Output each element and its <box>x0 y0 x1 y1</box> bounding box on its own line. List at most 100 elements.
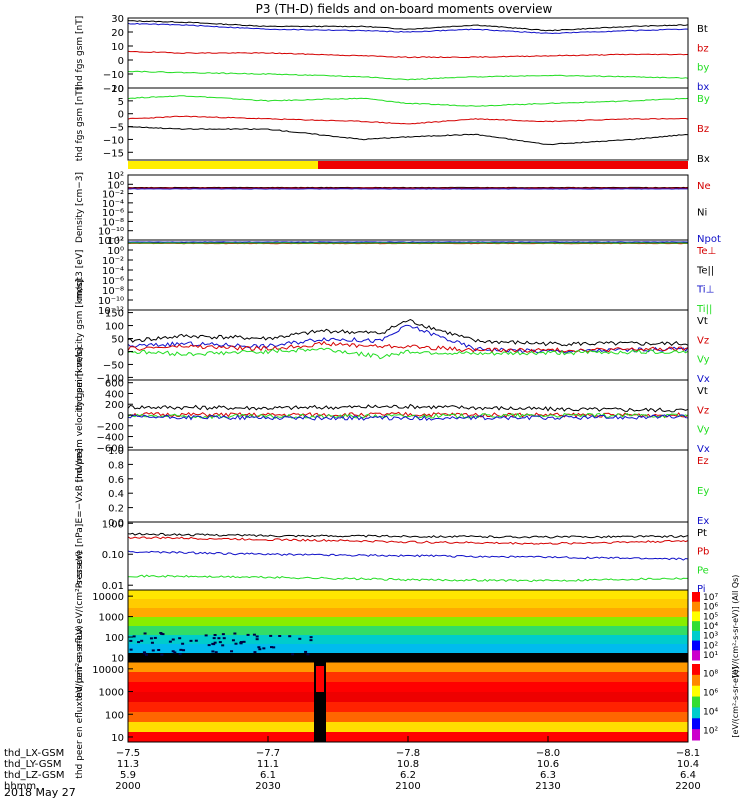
colorbar-segment <box>692 707 700 719</box>
colorbar-tick: 10⁷ <box>703 593 718 603</box>
y-tick-label: 100 <box>105 322 124 333</box>
legend-entry: Pb <box>697 547 709 558</box>
x-row-value: 2200 <box>675 781 700 792</box>
y-tick-label: 200 <box>105 400 124 411</box>
y-tick-label: 0 <box>118 56 124 67</box>
heatmap-speck <box>132 635 136 638</box>
series-line-Pe <box>128 574 688 583</box>
y-tick-label: 10⁻¹⁰ <box>98 227 124 238</box>
colorbar-tick: 10¹ <box>703 651 718 661</box>
colorbar-segment <box>692 611 700 622</box>
legend-entry: Ez <box>697 456 709 467</box>
legend-entry: Npot <box>697 234 721 245</box>
y-tick-label: 1.00 <box>102 519 124 530</box>
colorbar-segment <box>692 650 700 661</box>
heatmap-speck <box>304 650 308 653</box>
x-row-value: 2130 <box>535 781 560 792</box>
heatmap-speck <box>213 641 217 644</box>
series-line-Vz <box>127 340 689 354</box>
legend-entry: Ne <box>697 181 711 192</box>
legend-entry: Te⊥ <box>696 246 716 257</box>
heatmap-speck <box>179 648 183 651</box>
heatmap-band <box>128 635 688 645</box>
heatmap-speck <box>182 649 186 652</box>
panel-ylabel: thd peir en eflux eV/(cm²-s-sr-eV) <box>75 551 85 701</box>
y-tick-label: 1000 <box>99 613 124 624</box>
panel-frame <box>127 521 689 591</box>
y-tick-label: 0.4 <box>108 489 124 500</box>
heatmap-speck <box>143 652 147 655</box>
legend-entry: Pi <box>697 584 706 595</box>
y-tick-label: 150 <box>105 309 124 320</box>
heatmap-speck <box>129 648 133 651</box>
colorbar-segment <box>692 621 700 632</box>
heatmap-speck <box>309 639 313 642</box>
heatmap-speck <box>217 637 221 640</box>
x-axis: thd_LX-GSM −7.5 −7.7 −7.8 −8.0 −8.1 thd_LY-GSM… <box>4 736 701 792</box>
legend-entry: bz <box>697 43 709 54</box>
panel-9: thd peir en eflux eV/(cm²-s-sr-eV) 10⁷10⁶… <box>75 551 740 701</box>
y-tick-label: 50 <box>111 335 124 346</box>
panel-6: thd peem velocity gsm [km/s] 6004002000−2… <box>75 347 710 482</box>
heatmap-speck <box>252 633 256 636</box>
colorbar-label: [eV/(cm²-s-sr-eV)] (All Qs) <box>731 575 740 678</box>
panel-ylabel: Pressure [nPa] <box>75 524 85 589</box>
panel-ylabel: thd peim velocity gsm [km/s] <box>75 279 85 411</box>
heatmap-speck <box>151 649 155 652</box>
heatmap-band <box>128 617 688 627</box>
heatmap-speck <box>262 647 266 650</box>
colorbar-tick: 10⁶ <box>703 603 718 613</box>
y-tick-label: 0.10 <box>102 550 124 561</box>
y-tick-label: 10⁻¹⁰ <box>98 296 124 307</box>
y-tick-label: 10000 <box>92 665 124 676</box>
y-tick-label: 400 <box>105 389 124 400</box>
y-tick-label: 0.6 <box>108 475 124 486</box>
legend-entry: Pe <box>697 565 709 576</box>
heatmap-speck <box>137 641 141 644</box>
colorbar-segment <box>692 685 700 698</box>
y-tick-label: 10⁻⁶ <box>102 208 124 219</box>
colorbar-segment <box>692 674 700 687</box>
y-tick-label: 10 <box>111 42 124 53</box>
colorbar-segment <box>692 601 700 612</box>
y-tick-label: 100 <box>105 633 124 644</box>
legend-entry: Te|| <box>696 265 714 276</box>
panel-ylabel: thd peem velocity gsm [km/s] <box>75 347 85 482</box>
y-tick-label: 10⁻⁶ <box>102 276 124 287</box>
heatmap-speck <box>211 650 215 653</box>
series-line-Bz <box>127 115 689 125</box>
heatmap-speck <box>144 653 148 656</box>
colorbar-tick: 10⁴ <box>703 622 718 632</box>
y-tick-label: 10⁰ <box>107 246 124 257</box>
heatmap-speck <box>160 653 164 656</box>
heatmap-speck <box>159 632 163 635</box>
heatmap-speck <box>157 649 161 652</box>
heatmap-band <box>128 590 688 600</box>
x-row-value: 2000 <box>115 781 140 792</box>
panel-frame <box>127 87 689 161</box>
heatmap-speck <box>291 653 295 656</box>
x-row-value: 6.2 <box>400 770 416 781</box>
y-tick-label: 10⁻¹² <box>98 306 124 317</box>
series-line-Pi <box>127 550 689 561</box>
y-tick-label: −20 <box>103 84 124 95</box>
panel-ylabel: thd fgs gsm [nT] <box>75 87 85 162</box>
legend-entry: Vt <box>697 386 708 397</box>
y-tick-label: 10⁻⁴ <box>102 266 124 277</box>
heatmap-speck <box>178 653 182 656</box>
colorbar-tick: 10³ <box>703 632 718 642</box>
heatmap-band <box>128 692 688 703</box>
panel-ylabel: thd peer en eflux eV/(cm²-s-sr-eV) <box>75 625 85 778</box>
x-row-value: −7.5 <box>116 748 140 759</box>
heatmap-band <box>128 644 688 654</box>
y-tick-label: −400 <box>97 433 124 444</box>
legend-entry: Vy <box>697 425 710 436</box>
series-line-By <box>127 95 689 107</box>
legend-entry: Vx <box>697 374 710 385</box>
date-label: 2018 May 27 <box>4 786 76 799</box>
x-row-value: 5.9 <box>120 770 136 781</box>
x-row-value: −7.7 <box>256 748 280 759</box>
legend-entry: Ex <box>697 516 709 527</box>
panel-1: thd fgs gsm [nT] 30 20 10 0 −10 −20 Bt bz by bx <box>75 14 709 95</box>
panel-4: moqt3 [eV]10²10⁰10⁻²10⁻⁴10⁻⁶10⁻⁸10⁻¹⁰10⁻… <box>75 236 716 317</box>
